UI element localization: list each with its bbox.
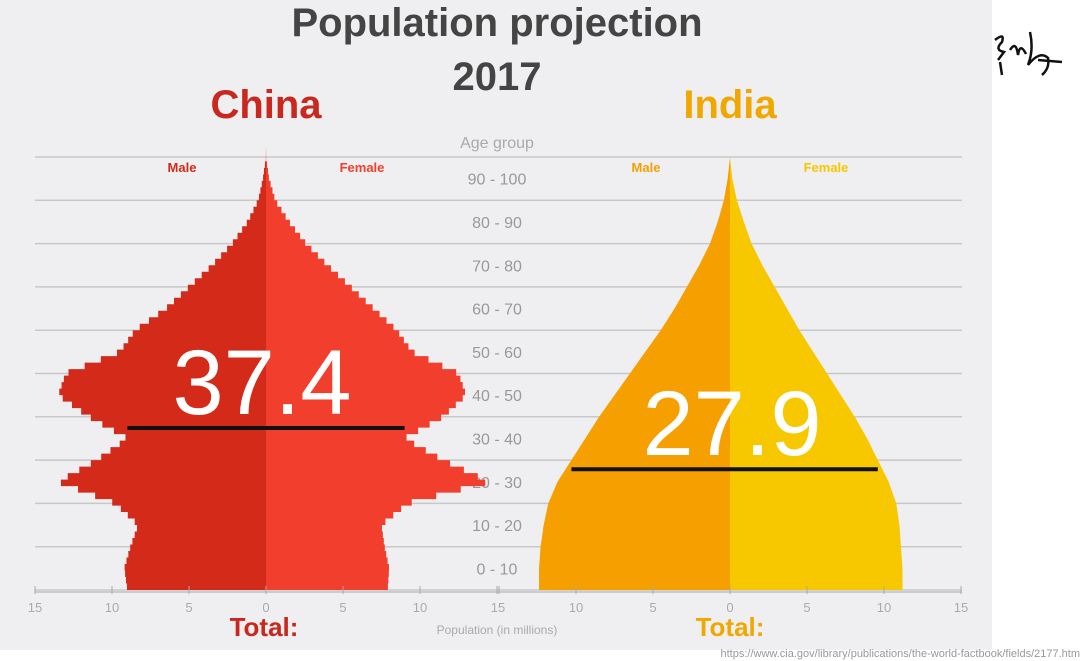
chart-title: Population projection (291, 1, 702, 45)
chart-subtitle: 2017 (453, 55, 542, 99)
age-group-label: 70 - 80 (472, 258, 522, 275)
total-label: Total: (230, 612, 299, 642)
legend-male: Male (632, 160, 661, 175)
median-age-label: 37.4 (172, 332, 351, 434)
age-group-label: 90 - 100 (468, 172, 527, 189)
age-group-label: 30 - 40 (472, 431, 522, 448)
age-group-label: 80 - 90 (472, 215, 522, 232)
total-label: Total: (696, 612, 765, 642)
population-pyramid-chart: Population projection 2017 Age group Popula… (28, 1, 968, 642)
age-group-label: 50 - 60 (472, 345, 522, 362)
pyramid-male-china (59, 145, 266, 590)
x-tick-label: 10 (413, 600, 427, 615)
x-tick-label: 5 (649, 600, 656, 615)
x-tick-label: 15 (954, 600, 968, 615)
y-axis-label: Age group (460, 135, 534, 152)
country-name: India (683, 83, 777, 127)
x-tick-label: 5 (339, 600, 346, 615)
legend-female: Female (804, 160, 849, 175)
x-tick-label: 10 (569, 600, 583, 615)
age-group-label: 0 - 10 (477, 561, 518, 578)
age-group-label: 20 - 30 (472, 475, 522, 492)
pyramid-female-india (730, 145, 903, 590)
x-tick-label: 5 (185, 600, 192, 615)
x-tick-label: 0 (262, 600, 269, 615)
pyramid-female-china (266, 145, 486, 590)
x-tick-label: 5 (803, 600, 810, 615)
age-group-label: 40 - 50 (472, 388, 522, 405)
country-name: China (210, 83, 322, 127)
signature-image (994, 31, 1063, 76)
pyramid-male-india (539, 145, 730, 590)
x-tick-label: 15 (28, 600, 42, 615)
x-axis-label: Population (in millions) (437, 623, 558, 637)
age-group-label: 60 - 70 (472, 302, 522, 319)
legend-female: Female (340, 160, 385, 175)
x-tick-label: 0 (726, 600, 733, 615)
median-age-label: 27.9 (642, 373, 821, 475)
legend-male: Male (168, 160, 197, 175)
x-tick-label: 15 (491, 600, 505, 615)
x-tick-label: 10 (105, 600, 119, 615)
age-group-label: 10 - 20 (472, 518, 522, 535)
source-url: https://www.cia.gov/library/publications… (720, 648, 1080, 660)
x-tick-label: 10 (877, 600, 891, 615)
